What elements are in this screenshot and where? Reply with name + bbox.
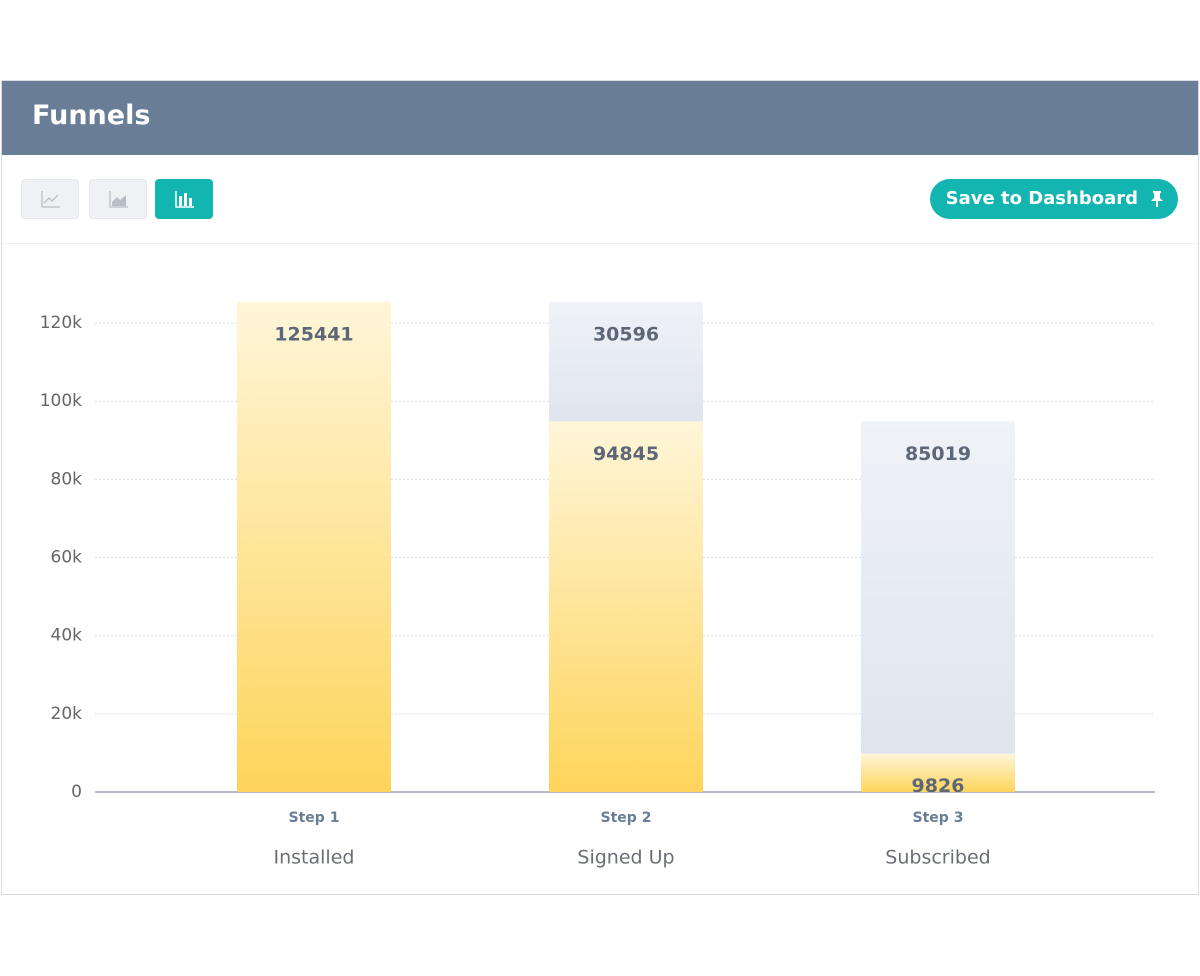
x-tick-label: Subscribed — [885, 847, 990, 869]
data-label: 85019 — [905, 443, 971, 465]
toolbar: Save to Dashboard — [2, 155, 1198, 244]
bar-chart-button[interactable] — [155, 179, 213, 219]
step-label: Step 2 — [601, 810, 652, 826]
data-label: 30596 — [593, 323, 659, 345]
area-icon — [109, 191, 128, 208]
y-tick-label: 40k — [51, 626, 83, 646]
panel-title: Funnels — [2, 81, 1198, 155]
bar-segment — [861, 753, 1015, 792]
line-icon — [41, 191, 60, 208]
y-tick-label: 80k — [51, 469, 83, 489]
bar-segment — [549, 301, 703, 422]
save-label: Save to Dashboard — [945, 188, 1138, 209]
line-chart-button[interactable] — [21, 179, 79, 219]
bar-segment — [237, 301, 391, 792]
data-label: 94845 — [593, 443, 659, 465]
bar-segment — [549, 421, 703, 792]
step-label: Step 3 — [913, 810, 964, 826]
data-label: 125441 — [274, 323, 353, 345]
y-tick-label: 0 — [71, 782, 82, 802]
bar-segment — [861, 421, 1015, 754]
y-tick-label: 60k — [51, 548, 83, 568]
area-chart-button[interactable] — [89, 179, 147, 219]
bar-icon — [175, 191, 194, 208]
x-tick-label: Installed — [274, 847, 355, 869]
data-label: 9826 — [912, 775, 965, 797]
pin-icon — [1151, 191, 1163, 207]
y-tick-label: 20k — [51, 704, 83, 724]
step-label: Step 1 — [289, 810, 340, 826]
y-tick-label: 100k — [40, 391, 82, 411]
y-tick-label: 120k — [40, 313, 82, 333]
save-to-dashboard-button[interactable]: Save to Dashboard — [929, 179, 1178, 219]
x-tick-label: Signed Up — [577, 847, 674, 869]
